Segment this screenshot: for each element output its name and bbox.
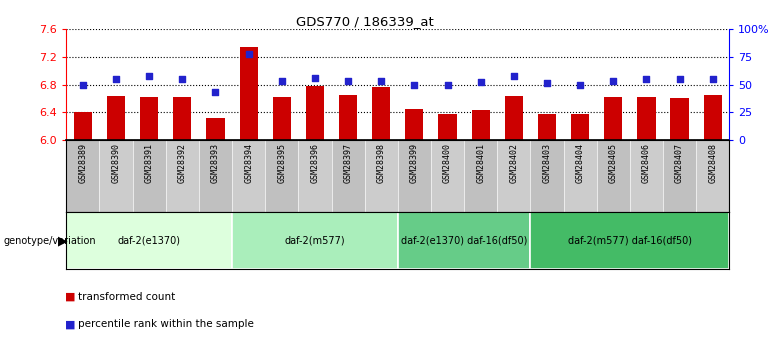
Bar (232, 212, 398, 269)
Bar (704, 95, 722, 140)
Point (408, 82, 420, 87)
Point (508, 73, 520, 78)
Bar (232, 140, 265, 212)
Bar (265, 140, 298, 212)
Text: GSM28398: GSM28398 (377, 144, 386, 183)
Bar (438, 114, 456, 140)
Point (342, 78, 354, 84)
Bar (298, 140, 331, 212)
Bar (107, 96, 125, 140)
Text: GSM28390: GSM28390 (112, 144, 121, 183)
Text: GSM28391: GSM28391 (144, 144, 154, 183)
Bar (239, 47, 257, 140)
Bar (505, 96, 523, 140)
Text: GSM28403: GSM28403 (542, 144, 551, 183)
Bar (637, 97, 655, 140)
Point (375, 78, 388, 84)
Bar (563, 140, 597, 212)
Text: GSM28402: GSM28402 (509, 144, 519, 183)
Bar (696, 140, 729, 212)
Text: ■: ■ (65, 319, 76, 329)
Text: GSM28408: GSM28408 (708, 144, 718, 183)
Bar (100, 140, 133, 212)
Bar (74, 112, 92, 140)
Point (243, 51, 255, 56)
Bar (398, 140, 431, 212)
Text: ▶: ▶ (58, 234, 67, 247)
Bar (464, 140, 498, 212)
Bar (671, 98, 689, 140)
Text: percentile rank within the sample: percentile rank within the sample (78, 319, 254, 329)
Bar (332, 140, 364, 212)
Text: GSM28393: GSM28393 (211, 144, 220, 183)
Point (541, 81, 553, 86)
Bar (306, 86, 324, 140)
Text: GSM28392: GSM28392 (178, 144, 187, 183)
Bar (398, 212, 530, 269)
Text: genotype/variation: genotype/variation (4, 236, 97, 246)
Bar (538, 114, 556, 140)
Bar (630, 140, 663, 212)
Point (607, 78, 619, 84)
Point (640, 76, 653, 82)
Bar (431, 140, 464, 212)
Text: GSM28406: GSM28406 (642, 144, 651, 183)
Bar (339, 95, 357, 140)
Point (707, 76, 719, 82)
Text: GSM28405: GSM28405 (608, 144, 618, 183)
Point (176, 76, 189, 82)
Bar (498, 140, 530, 212)
Bar (165, 140, 199, 212)
Point (574, 82, 587, 87)
Bar (173, 97, 191, 140)
Bar (66, 140, 100, 212)
Point (143, 73, 155, 78)
Text: daf-2(m577): daf-2(m577) (285, 236, 346, 246)
Bar (530, 140, 563, 212)
Bar (571, 114, 589, 140)
Bar (597, 140, 629, 212)
Point (110, 76, 122, 82)
Title: GDS770 / 186339_at: GDS770 / 186339_at (296, 15, 434, 28)
Text: GSM28397: GSM28397 (343, 144, 353, 183)
Bar (140, 97, 158, 140)
Text: GSM28407: GSM28407 (675, 144, 684, 183)
Bar (364, 140, 398, 212)
Text: daf-2(e1370) daf-16(df50): daf-2(e1370) daf-16(df50) (401, 236, 527, 246)
Bar (604, 97, 622, 140)
Text: GSM28399: GSM28399 (410, 144, 419, 183)
Bar (207, 118, 225, 140)
Text: transformed count: transformed count (78, 292, 176, 302)
Point (673, 76, 686, 82)
Text: GSM28400: GSM28400 (443, 144, 452, 183)
Text: GSM28401: GSM28401 (476, 144, 485, 183)
Bar (66, 212, 232, 269)
Text: GSM28396: GSM28396 (310, 144, 320, 183)
Point (474, 80, 487, 85)
Point (209, 89, 222, 95)
Point (76, 82, 89, 87)
Bar (663, 140, 696, 212)
Bar (406, 109, 424, 140)
Bar (530, 212, 729, 269)
Bar (372, 87, 390, 140)
Text: GSM28394: GSM28394 (244, 144, 254, 183)
Text: daf-2(e1370): daf-2(e1370) (118, 236, 181, 246)
Text: daf-2(m577) daf-16(df50): daf-2(m577) daf-16(df50) (568, 236, 692, 246)
Text: GSM28395: GSM28395 (277, 144, 286, 183)
Point (275, 78, 288, 84)
Bar (199, 140, 232, 212)
Bar (472, 110, 490, 140)
Bar (273, 97, 291, 140)
Text: GSM28404: GSM28404 (576, 144, 585, 183)
Point (441, 82, 454, 87)
Text: ■: ■ (65, 292, 76, 302)
Point (309, 75, 321, 81)
Bar (133, 140, 166, 212)
Text: GSM28389: GSM28389 (78, 144, 87, 183)
